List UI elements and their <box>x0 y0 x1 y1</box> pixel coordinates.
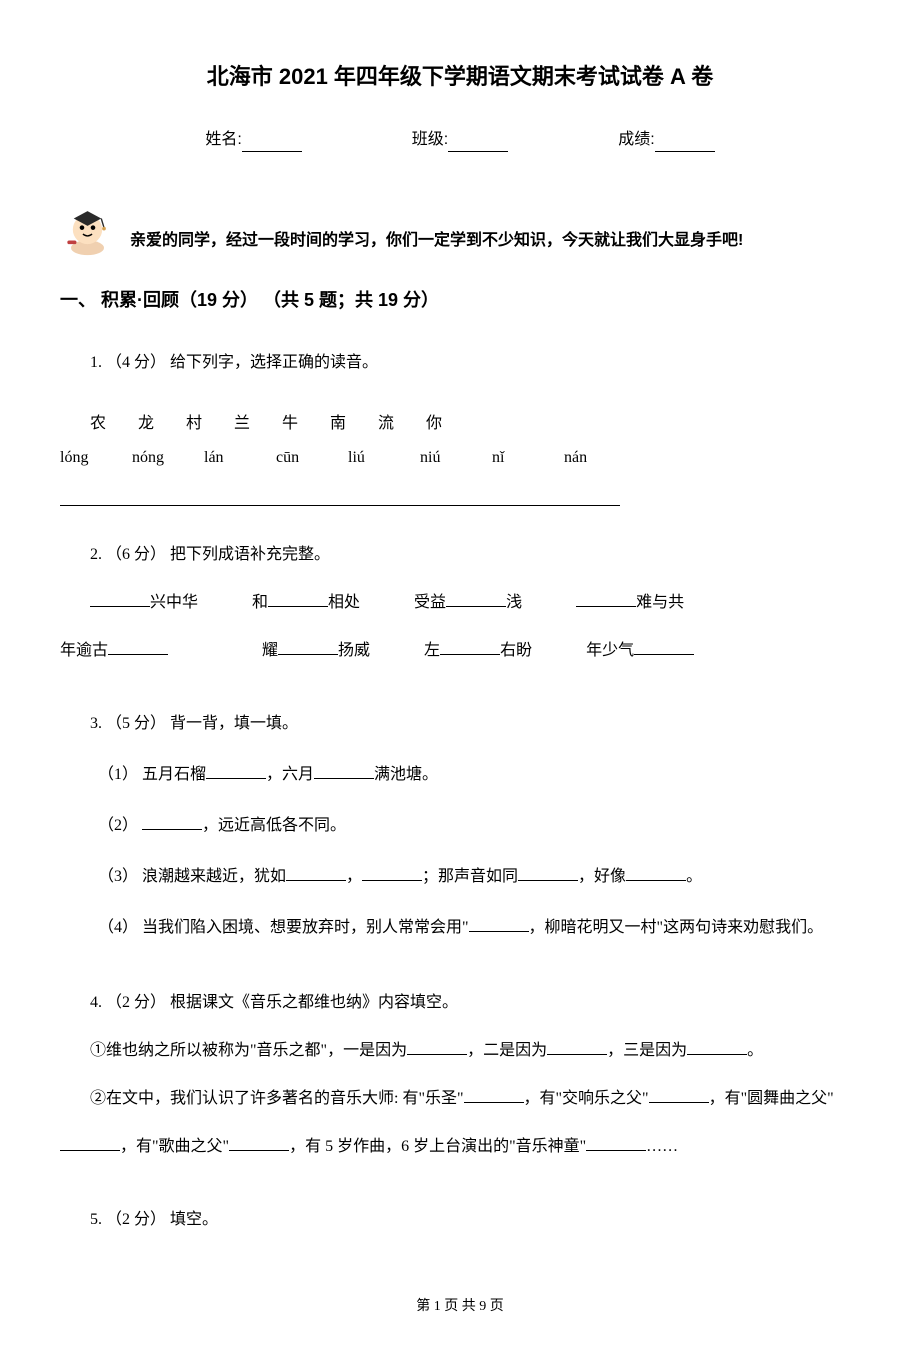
q2-head: 2. （6 分） 把下列成语补充完整。 <box>90 534 860 576</box>
name-field: 姓名: <box>205 128 301 152</box>
mascot-icon <box>60 202 115 257</box>
question-4: 4. （2 分） 根据课文《音乐之都维也纳》内容填空。 ①维也纳之所以被称为"音… <box>60 982 860 1172</box>
question-3: 3. （5 分） 背一背，填一填。 （1） 五月石榴，六月满池塘。 （2） ，远… <box>60 703 860 953</box>
q3-head: 3. （5 分） 背一背，填一填。 <box>90 703 860 745</box>
q4-para1: ①维也纳之所以被称为"音乐之都"，一是因为，二是因为，三是因为。 <box>90 1027 860 1075</box>
info-row: 姓名: 班级: 成绩: <box>60 128 860 152</box>
q1-answer-line[interactable] <box>60 488 620 506</box>
q5-head: 5. （2 分） 填空。 <box>90 1199 860 1241</box>
q3-sub4: （4） 当我们陷入困境、想要放弃时，别人常常会用"，柳暗花明又一村"这两句诗来劝… <box>90 902 860 953</box>
score-field: 成绩: <box>618 128 714 152</box>
greeting-text: 亲爱的同学，经过一段时间的学习，你们一定学到不少知识，今天就让我们大显身手吧! <box>130 229 743 257</box>
class-blank[interactable] <box>448 134 508 152</box>
q4-para2: ②在文中，我们认识了许多著名的音乐大师: 有"乐圣"，有"交响乐之父"，有"圆舞… <box>60 1075 860 1171</box>
q4-head: 4. （2 分） 根据课文《音乐之都维也纳》内容填空。 <box>90 982 860 1024</box>
section-1-heading: 一、 积累·回顾（19 分） （共 5 题；共 19 分） <box>60 287 860 314</box>
greeting-row: 亲爱的同学，经过一段时间的学习，你们一定学到不少知识，今天就让我们大显身手吧! <box>60 202 860 257</box>
question-2: 2. （6 分） 把下列成语补充完整。 兴中华 和相处 受益浅 难与共 年逾古 … <box>60 534 860 676</box>
q1-pinyin: lóngnóngláncūnliúniúnǐnán <box>60 446 860 470</box>
name-blank[interactable] <box>242 134 302 152</box>
q2-row-2: 年逾古 耀扬威 左右盼 年少气 <box>90 627 860 675</box>
class-field: 班级: <box>412 128 508 152</box>
q2-row-1: 兴中华 和相处 受益浅 难与共 <box>90 579 860 627</box>
page-title: 北海市 2021 年四年级下学期语文期末考试试卷 A 卷 <box>60 60 860 93</box>
q1-chars: 农 龙 村 兰 牛 南 流 你 <box>60 412 860 436</box>
question-5: 5. （2 分） 填空。 <box>60 1199 860 1241</box>
page-footer: 第 1 页 共 9 页 <box>60 1296 860 1317</box>
q3-sub2: （2） ，远近高低各不同。 <box>90 800 860 851</box>
score-blank[interactable] <box>655 134 715 152</box>
question-1: 1. （4 分） 给下列字，选择正确的读音。 <box>60 342 860 384</box>
q1-head: 1. （4 分） 给下列字，选择正确的读音。 <box>90 342 860 384</box>
q3-sub3: （3） 浪潮越来越近，犹如，；那声音如同，好像。 <box>90 851 860 902</box>
q3-sub1: （1） 五月石榴，六月满池塘。 <box>90 749 860 800</box>
